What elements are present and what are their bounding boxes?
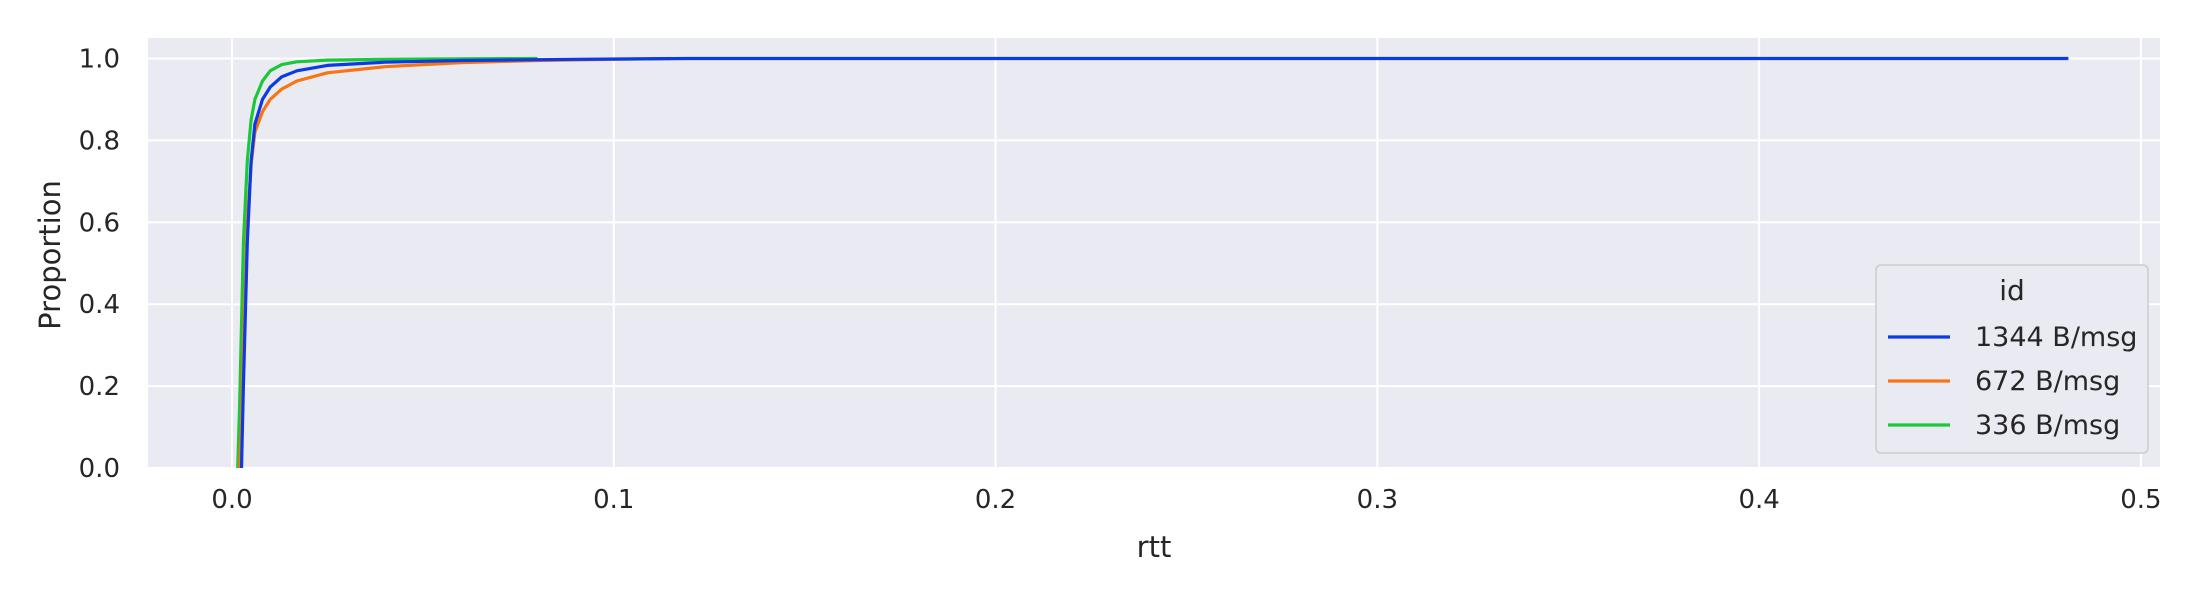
x-tick-label: 0.4 bbox=[1738, 485, 1779, 515]
legend-label: 336 B/msg bbox=[1975, 410, 2120, 441]
x-axis-label: rtt bbox=[1137, 530, 1172, 564]
y-tick-label: 0.8 bbox=[79, 126, 120, 156]
legend-label: 672 B/msg bbox=[1975, 366, 2120, 397]
plot-background bbox=[148, 38, 2160, 468]
x-tick-label: 0.2 bbox=[975, 485, 1016, 515]
y-tick-label: 0.0 bbox=[79, 454, 120, 484]
legend-title: id bbox=[1999, 274, 2025, 307]
x-tick-label: 0.3 bbox=[1357, 485, 1398, 515]
x-tick-label: 0.5 bbox=[2120, 485, 2161, 515]
series-line-1344-b-msg bbox=[239, 56, 2069, 469]
legend-items: 1344 B/msg 672 B/msg 336 B/msg bbox=[1888, 322, 2137, 441]
y-tick-label: 0.2 bbox=[79, 372, 120, 402]
legend-label: 1344 B/msg bbox=[1975, 322, 2137, 353]
x-tick-label: 0.1 bbox=[593, 485, 634, 515]
y-tick-label: 0.6 bbox=[79, 208, 120, 238]
x-tick-label: 0.0 bbox=[211, 485, 252, 515]
y-tick-label: 1.0 bbox=[79, 44, 120, 74]
y-tick-label: 0.4 bbox=[79, 290, 120, 320]
series-lines bbox=[236, 56, 2069, 469]
legend: id 1344 B/msg 672 B/msg 336 B/msg bbox=[1875, 264, 2149, 454]
legend-box bbox=[1875, 264, 2149, 454]
series-line-336-b-msg bbox=[236, 56, 538, 469]
y-axis-ticks: 0.0 0.2 0.4 0.6 0.8 1.0 bbox=[79, 44, 120, 484]
y-axis-label: Proportion bbox=[33, 180, 67, 330]
x-axis-ticks: 0.0 0.1 0.2 0.3 0.4 0.5 bbox=[211, 485, 2161, 515]
